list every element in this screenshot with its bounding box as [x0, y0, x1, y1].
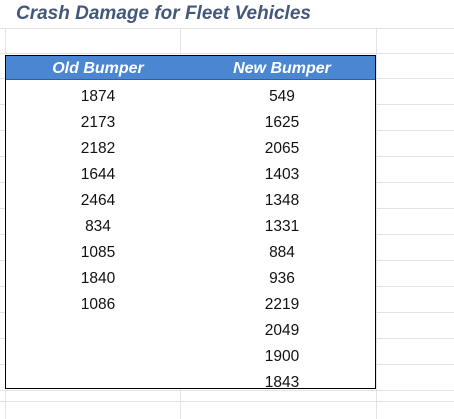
old-bumper-cell[interactable]: 2182	[80, 140, 116, 157]
old-bumper-cell[interactable]: 1874	[80, 88, 116, 105]
new-bumper-cell[interactable]: 2065	[264, 140, 300, 157]
header-old-bumper[interactable]: Old Bumper	[52, 60, 144, 77]
table-header-row: Old Bumper New Bumper	[6, 56, 375, 80]
row-gridline	[0, 390, 454, 391]
new-bumper-cell[interactable]: 1348	[264, 192, 300, 209]
column-gridline	[376, 28, 377, 419]
new-bumper-cell[interactable]: 1625	[264, 114, 300, 131]
data-table: Old Bumper New Bumper 1874 2173 2182 1644 24…	[5, 55, 376, 391]
new-bumper-cell[interactable]: 884	[269, 244, 295, 261]
new-bumper-cell[interactable]: 2219	[264, 296, 300, 313]
header-new-bumper[interactable]: New Bumper	[233, 60, 331, 77]
row-gridline	[0, 53, 454, 54]
new-bumper-cell[interactable]: 936	[269, 270, 295, 287]
new-bumper-cell[interactable]: 1900	[264, 348, 300, 365]
sheet-title[interactable]: Crash Damage for Fleet Vehicles	[16, 3, 311, 24]
new-bumper-cell[interactable]: 1331	[264, 218, 300, 235]
old-bumper-cell[interactable]: 1085	[80, 244, 116, 261]
old-bumper-cell[interactable]: 834	[85, 218, 111, 235]
new-bumper-cell[interactable]: 2049	[264, 322, 300, 339]
row-gridline	[0, 401, 454, 402]
new-bumper-cell[interactable]: 1843	[264, 374, 300, 391]
new-bumper-cell[interactable]: 1403	[264, 166, 300, 183]
row-gridline	[0, 28, 454, 29]
old-bumper-cell[interactable]: 2173	[80, 114, 116, 131]
old-bumper-cell[interactable]: 1644	[80, 166, 116, 183]
new-bumper-cell[interactable]: 549	[269, 88, 295, 105]
old-bumper-cell[interactable]: 1086	[80, 296, 116, 313]
old-bumper-cell[interactable]: 2464	[80, 192, 116, 209]
old-bumper-cell[interactable]: 1840	[80, 270, 116, 287]
